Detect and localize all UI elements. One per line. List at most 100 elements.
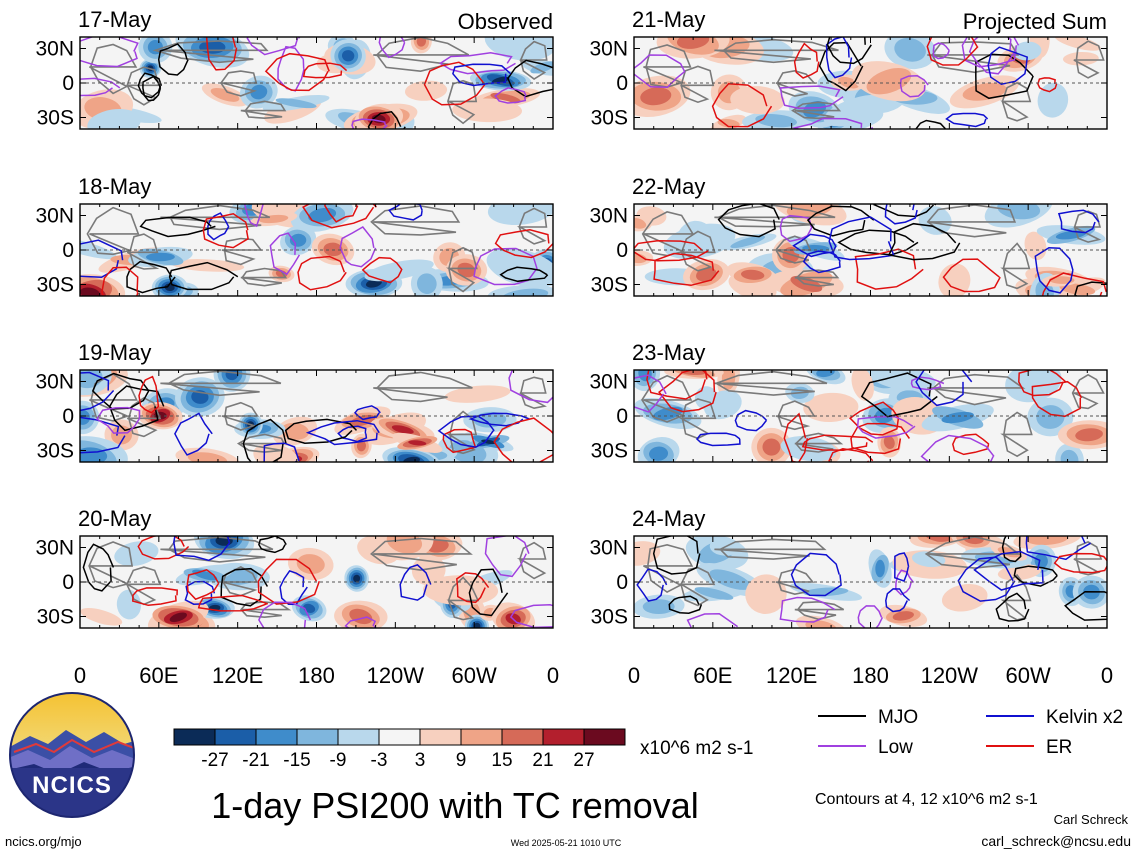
coastline	[641, 374, 693, 423]
contour-line	[508, 370, 553, 404]
contour-line	[263, 442, 300, 462]
anomaly-shade	[296, 554, 325, 574]
coastline	[89, 43, 138, 95]
contour-line	[302, 62, 348, 79]
panel-ticks	[633, 37, 1108, 129]
coastline	[519, 40, 548, 80]
contour-line	[302, 204, 377, 229]
y-tick-label: 0	[616, 571, 628, 594]
contour-line	[378, 37, 406, 59]
contour-line	[205, 37, 238, 71]
panel-20-May: 30N 0 30S 20-May	[35, 506, 554, 629]
anomaly-shade	[918, 206, 952, 235]
colorbar-swatch	[173, 728, 216, 746]
x-tick-label: 180	[852, 663, 889, 688]
anomaly-shade	[404, 80, 448, 101]
legend-label: MJO	[878, 707, 918, 728]
x-tick-label: 60W	[452, 663, 497, 688]
y-tick-label: 30S	[37, 606, 74, 629]
contour-line	[1025, 536, 1091, 561]
coastline	[160, 370, 282, 397]
colorbar-swatch	[460, 728, 503, 746]
contour-line	[1074, 281, 1107, 296]
anomaly-shade	[452, 98, 522, 123]
panel-date: 24-May	[632, 506, 705, 531]
anomaly-shade	[1012, 41, 1042, 61]
colorbar-swatch	[214, 728, 257, 746]
contour-line	[351, 118, 388, 129]
contour-line	[509, 604, 553, 628]
contour-note: Contours at 4, 12 x10^6 m2 s-1	[815, 791, 1038, 808]
contour-line	[790, 552, 842, 597]
contour-line	[82, 543, 115, 592]
contour-line	[895, 569, 915, 596]
panel-date: 23-May	[632, 340, 705, 365]
anomaly-shade	[481, 439, 496, 445]
anomaly-shade	[634, 541, 661, 566]
x-tick-label: 0	[628, 663, 640, 688]
contour-line	[507, 59, 553, 98]
anomaly-shade	[925, 536, 951, 542]
contour-line	[848, 401, 900, 436]
anomaly-shade	[694, 587, 734, 600]
panel-date: 21-May	[632, 7, 705, 32]
anomaly-shade	[676, 37, 710, 49]
contour-line	[437, 415, 495, 448]
panel-ticks	[79, 37, 554, 129]
anomaly-shade	[403, 456, 421, 462]
y-tick-label: 30N	[35, 537, 74, 560]
anomaly-shade	[803, 392, 859, 423]
contour-line	[783, 412, 809, 462]
contour-line	[968, 37, 1016, 75]
anomaly-shade	[1026, 536, 1069, 546]
colorbar-swatch	[378, 728, 421, 746]
contour-line	[920, 434, 995, 462]
coastline	[240, 267, 288, 287]
anomaly-shade	[356, 440, 366, 452]
anomaly-shade	[146, 252, 175, 262]
column-label-right: Projected Sum	[963, 9, 1107, 34]
anomaly-shade	[875, 559, 885, 578]
coastline	[124, 566, 162, 606]
legend-label: ER	[1046, 737, 1072, 758]
colorbar-tick-label: 27	[573, 750, 594, 771]
x-axis-labels: 0 60E 120E 180 120W 60W 0 0 60E 120E 180 120W 60W 0	[74, 663, 1113, 688]
anomaly-shade	[169, 612, 187, 623]
contour-line	[1041, 272, 1107, 296]
anomaly-shade	[642, 599, 675, 615]
contour-line	[297, 255, 347, 291]
logo-text: NCICS	[32, 772, 112, 799]
contour-line	[1064, 590, 1107, 621]
chart-title: 1-day PSI200 with TC removal	[211, 785, 699, 826]
contour-line	[473, 247, 539, 286]
contour-line	[173, 536, 231, 562]
coastline	[680, 65, 715, 104]
contour-line	[157, 43, 189, 76]
anomaly-shade	[1049, 276, 1075, 284]
contour-line	[1053, 552, 1107, 574]
panel-24-May: 30N 0 30S 24-May	[589, 506, 1108, 629]
coastline	[643, 44, 692, 88]
y-tick-label: 0	[616, 239, 628, 262]
anomaly-shade	[1034, 553, 1048, 569]
x-tick-label: 120E	[766, 663, 817, 688]
contour-line	[857, 605, 884, 628]
anomaly-shade	[962, 536, 984, 545]
anomaly-shade	[457, 262, 476, 278]
anomaly-shade	[341, 50, 355, 62]
coastline	[1073, 541, 1103, 576]
contour-line	[779, 85, 844, 109]
contour-line	[108, 385, 165, 432]
y-tick-label: 30S	[37, 107, 74, 130]
y-tick-label: 30S	[37, 440, 74, 463]
contour-line	[138, 375, 160, 414]
anomaly-shade	[730, 235, 766, 249]
coastline	[446, 576, 480, 621]
colorbar-tick-label: 21	[532, 750, 553, 771]
contour-line	[353, 405, 381, 421]
contour-line	[438, 52, 516, 75]
anomaly-shade	[803, 587, 849, 597]
contour-line	[186, 568, 220, 601]
